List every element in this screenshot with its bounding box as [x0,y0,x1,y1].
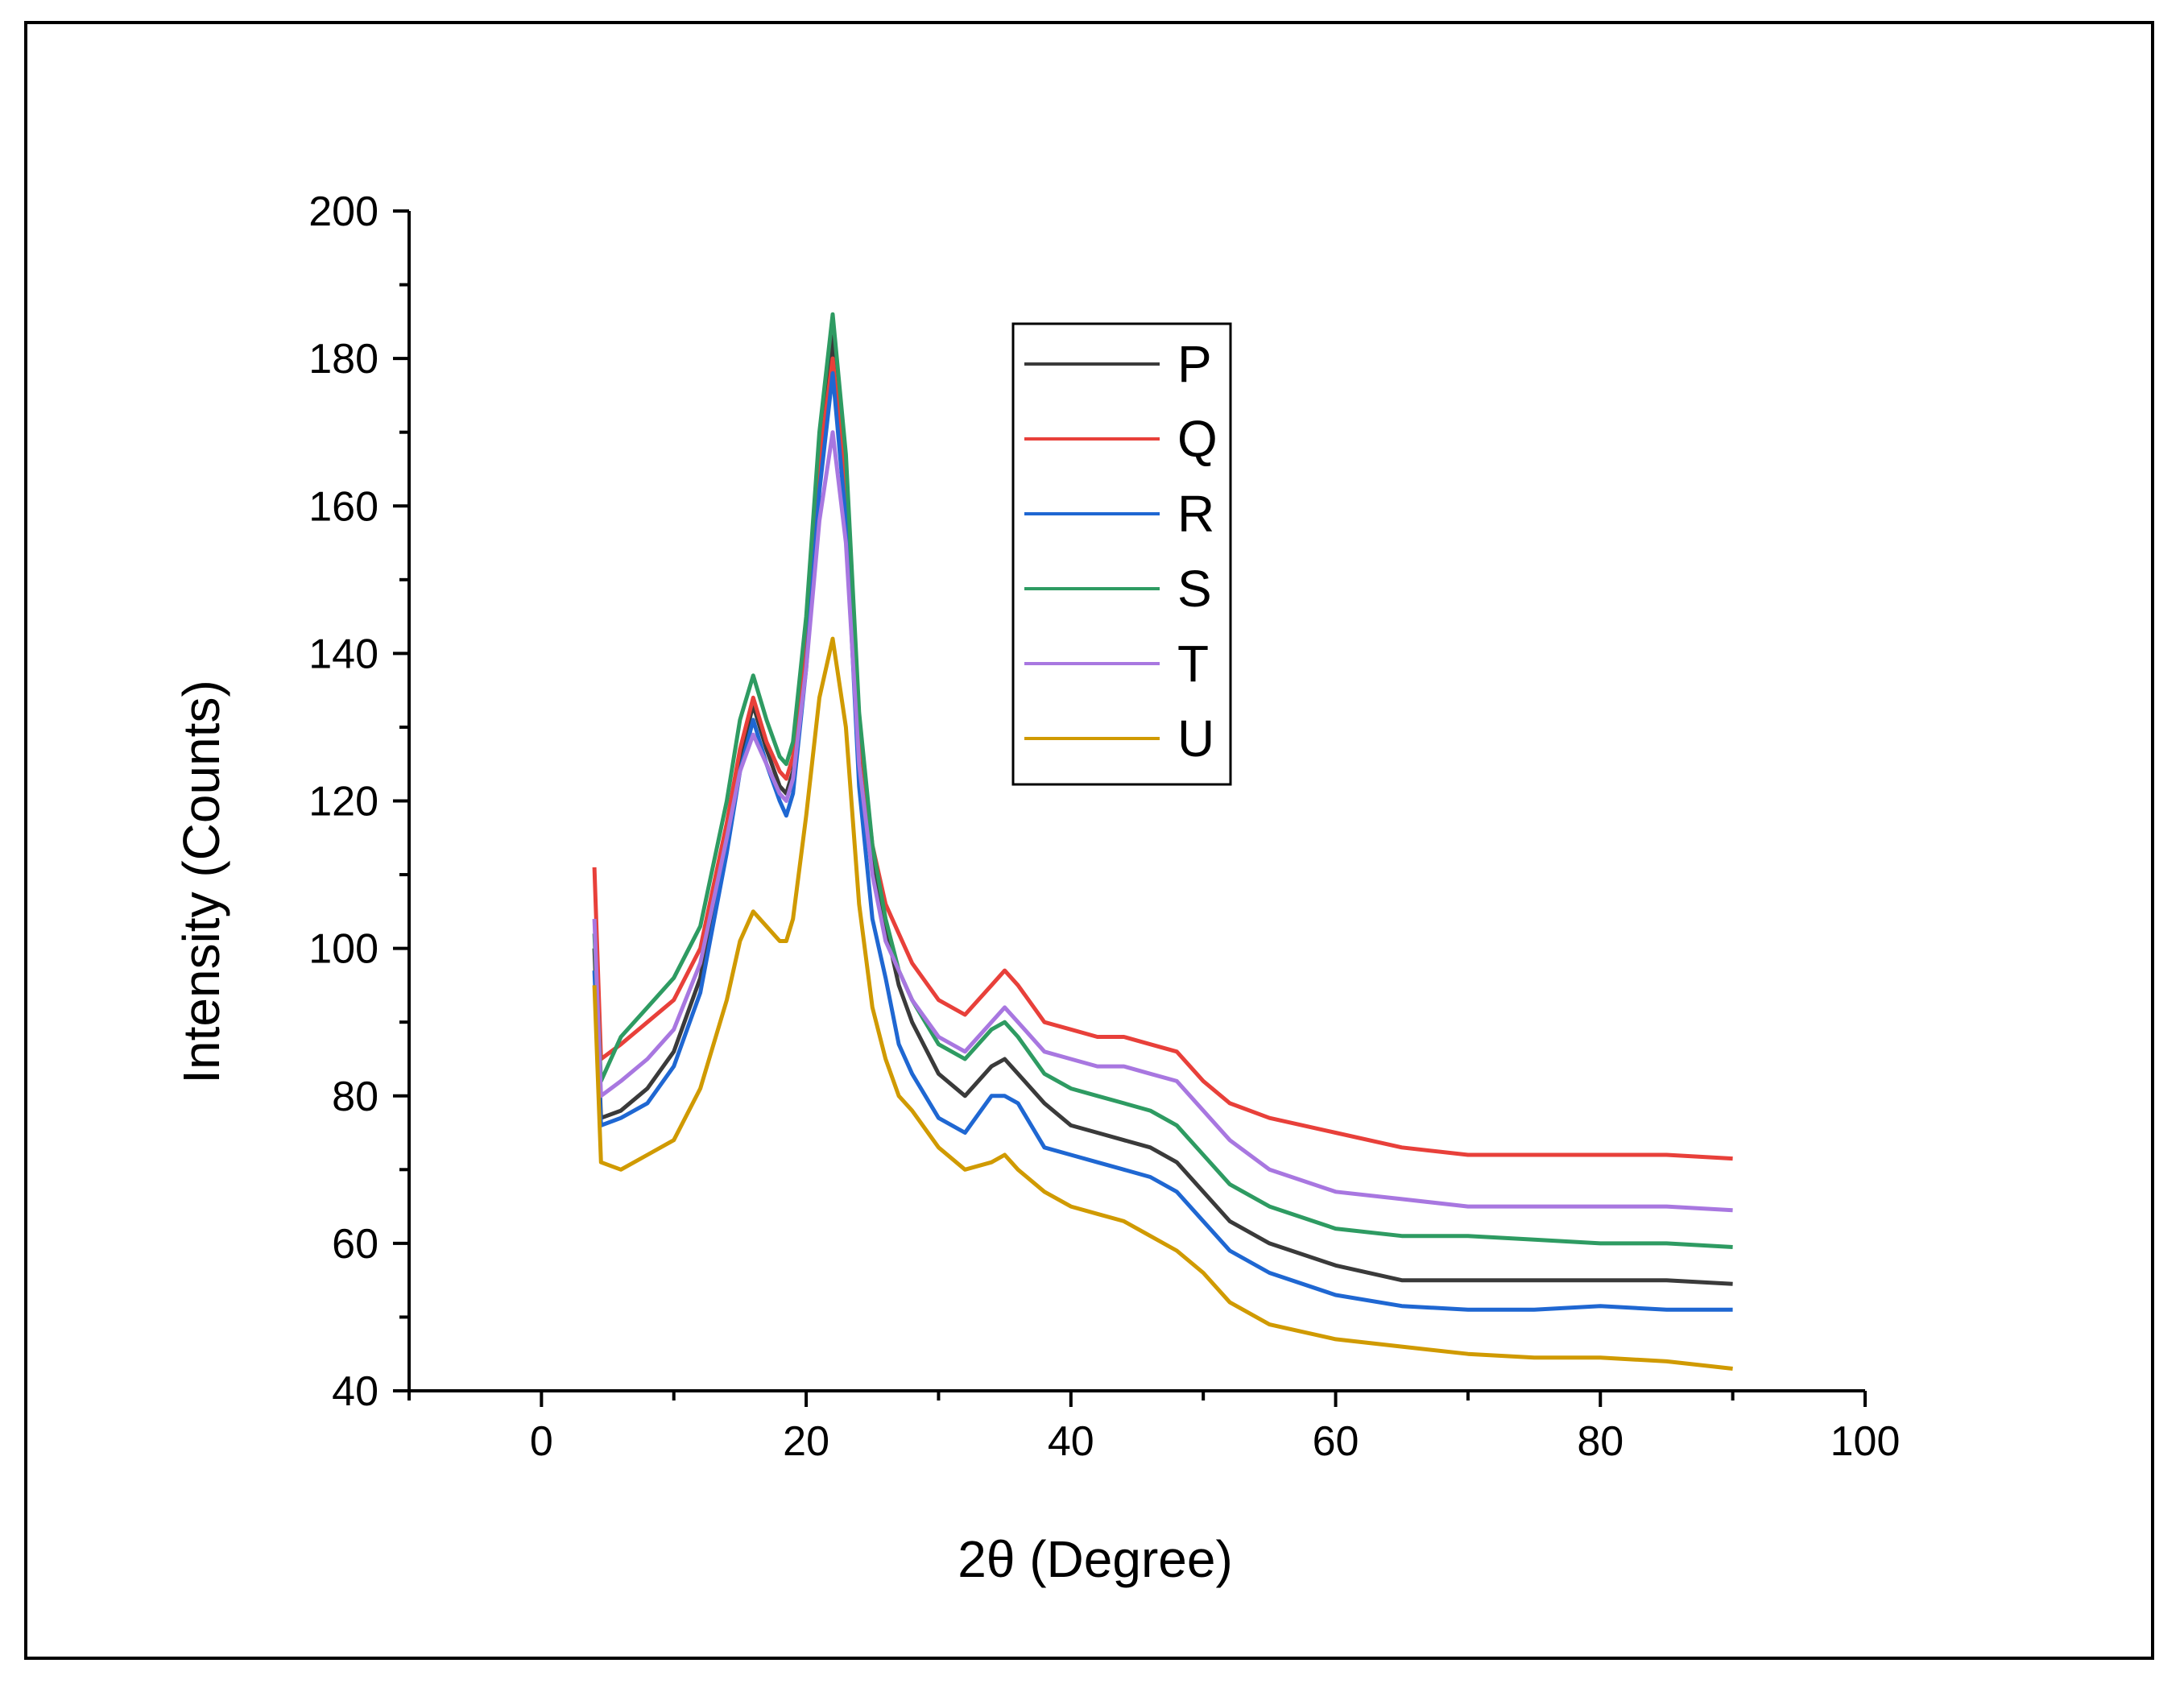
y-tick-label: 40 [332,1368,378,1415]
x-tick-label: 20 [783,1418,829,1465]
y-tick-label: 180 [308,336,378,383]
y-tick-label: 60 [332,1221,378,1268]
y-tick-label: 80 [332,1074,378,1120]
legend-label-T: T [1177,635,1209,693]
axes: 0 20 40 60 80 100 40 60 80 100 120 140 160 180 200 [308,188,1900,1465]
legend-label-R: R [1177,485,1214,543]
x-tick-label: 100 [1830,1418,1901,1465]
x-tick-label: 0 [530,1418,553,1465]
series-line-U [592,636,1733,1371]
y-tick-label: 100 [308,926,378,973]
x-tick-label: 40 [1048,1418,1094,1465]
series-lines [592,312,1733,1371]
series-line-Q [592,356,1733,1161]
legend-label-S: S [1177,560,1212,618]
legend-label-P: P [1177,335,1212,393]
y-axis-title: Intensity (Counts) [172,680,230,1084]
x-axis-title: 2θ (Degree) [958,1530,1233,1588]
y-tick-label: 140 [308,631,378,677]
series-line-T [592,430,1733,1213]
y-tick-label: 200 [308,188,378,235]
legend-box [1011,322,1232,786]
y-tick-label: 120 [308,779,378,825]
legend-label-U: U [1177,710,1214,767]
figure-frame [24,21,2154,1660]
x-tick-label: 60 [1313,1418,1359,1465]
x-tick-label: 80 [1577,1418,1624,1465]
legend-label-Q: Q [1177,410,1218,468]
y-tick-label: 160 [308,483,378,530]
